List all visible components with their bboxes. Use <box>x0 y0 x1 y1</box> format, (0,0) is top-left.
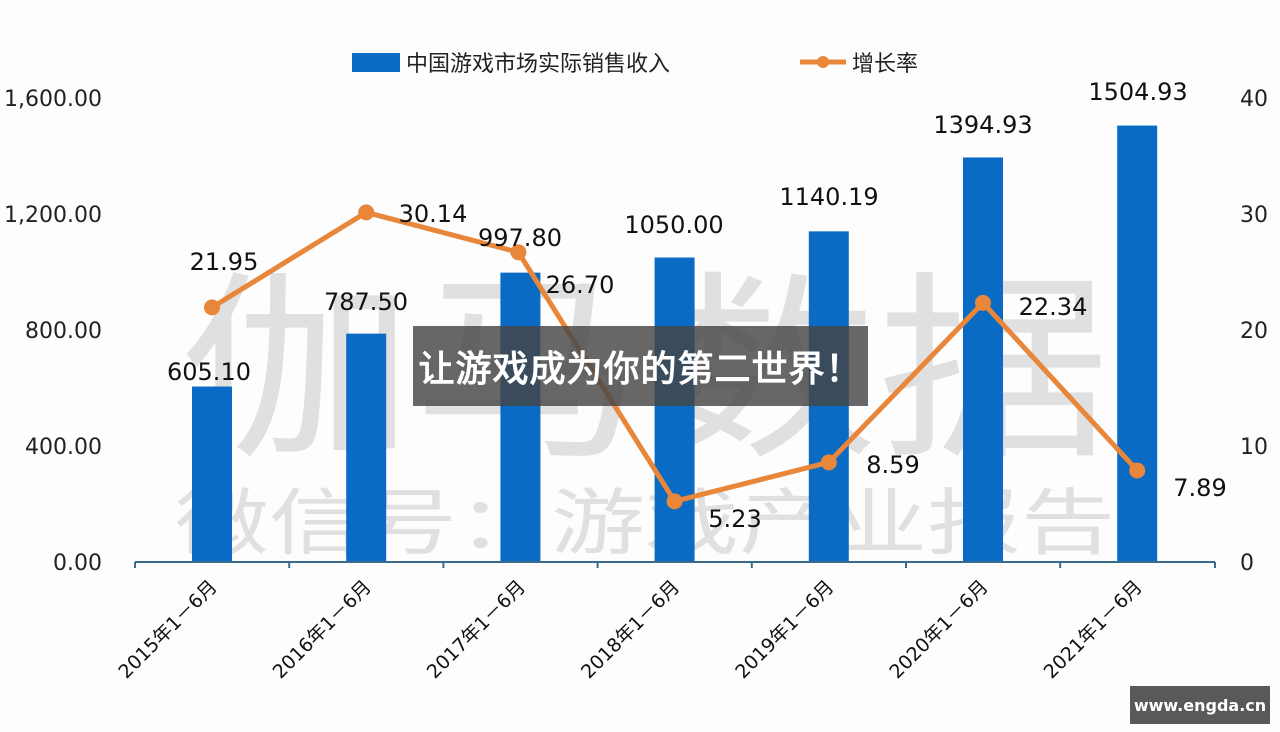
legend-line-marker <box>817 56 829 68</box>
x-axis-category-label: 2018年1－6月 <box>577 576 684 683</box>
left-axis-tick-label: 400.00 <box>25 435 102 460</box>
site-watermark-badge: www.engda.cn <box>1130 686 1270 724</box>
bar <box>500 272 541 562</box>
x-axis-category-label: 2020年1－6月 <box>885 576 992 683</box>
legend-bar-swatch <box>352 53 400 72</box>
growth-rate-value-label: 22.34 <box>1019 293 1088 321</box>
legend-line-label: 增长率 <box>852 52 918 77</box>
bar-value-label: 997.80 <box>478 224 562 252</box>
promo-banner: 让游戏成为你的第二世界！ <box>413 326 868 406</box>
bar-value-label: 1140.19 <box>779 183 878 211</box>
x-axis-category-label: 2021年1－6月 <box>1040 576 1147 683</box>
bar <box>1117 125 1158 562</box>
bar-value-label: 1504.93 <box>1088 78 1187 106</box>
x-axis-ticks <box>134 562 1216 568</box>
line-marker <box>1129 462 1146 479</box>
line-marker <box>666 493 683 510</box>
right-axis-tick-label: 20 <box>1240 319 1268 344</box>
growth-rate-value-label: 5.23 <box>708 505 761 533</box>
right-axis-tick-label: 40 <box>1240 87 1268 112</box>
bar <box>963 157 1003 562</box>
line-series <box>204 204 1146 510</box>
watermark: 伽马数据 微信号：游戏产业报告 <box>175 255 1115 565</box>
x-axis <box>134 561 1216 568</box>
right-axis: 0 10 20 30 40 <box>1240 87 1268 576</box>
site-watermark-text: www.engda.cn <box>1133 695 1267 715</box>
growth-rate-value-label: 8.59 <box>866 451 919 479</box>
bar-series <box>192 125 1158 562</box>
x-axis-category-label: 2017年1－6月 <box>423 576 530 683</box>
watermark-small-text: 微信号：游戏产业报告 <box>175 481 1115 565</box>
bar-value-label: 1394.93 <box>933 111 1032 139</box>
legend: 中国游戏市场实际销售收入 增长率 <box>352 52 918 77</box>
left-axis: 0.00 400.00 800.00 1,200.00 1,600.00 <box>4 87 102 576</box>
right-axis-tick-label: 0 <box>1240 551 1254 576</box>
line-marker <box>204 299 220 316</box>
bar <box>192 386 232 562</box>
line-marker <box>820 454 837 471</box>
bar-value-label: 1050.00 <box>624 211 723 239</box>
line-marker <box>975 294 991 311</box>
bar <box>654 257 695 562</box>
left-axis-tick-label: 800.00 <box>25 319 102 344</box>
right-axis-tick-label: 10 <box>1240 435 1268 460</box>
growth-rate-value-label: 21.95 <box>190 248 259 276</box>
category-labels: 2015年1－6月 2016年1－6月 2017年1－6月 2018年1－6月 2019… <box>114 576 1146 683</box>
bar-value-label: 605.10 <box>167 358 251 386</box>
line-marker <box>358 204 375 221</box>
x-axis-category-label: 2016年1－6月 <box>269 576 376 683</box>
data-labels: 605.10 787.50 997.80 1050.00 1140.19 1394.93 1… <box>167 78 1227 533</box>
legend-bar-label: 中国游戏市场实际销售收入 <box>406 52 670 77</box>
x-axis-category-label: 2019年1－6月 <box>731 576 838 683</box>
x-axis-category-label: 2015年1－6月 <box>114 576 221 683</box>
left-axis-tick-label: 1,600.00 <box>4 87 102 112</box>
bar <box>346 333 387 562</box>
promo-banner-text: 让游戏成为你的第二世界！ <box>418 349 863 390</box>
left-axis-tick-label: 1,200.00 <box>4 203 102 228</box>
bar-value-label: 787.50 <box>324 288 408 316</box>
right-axis-tick-label: 30 <box>1240 203 1268 228</box>
growth-rate-value-label: 30.14 <box>399 200 468 228</box>
growth-rate-value-label: 7.89 <box>1173 474 1226 502</box>
growth-rate-value-label: 26.70 <box>546 271 615 299</box>
left-axis-tick-label: 0.00 <box>53 551 102 576</box>
line-marker <box>510 244 527 261</box>
